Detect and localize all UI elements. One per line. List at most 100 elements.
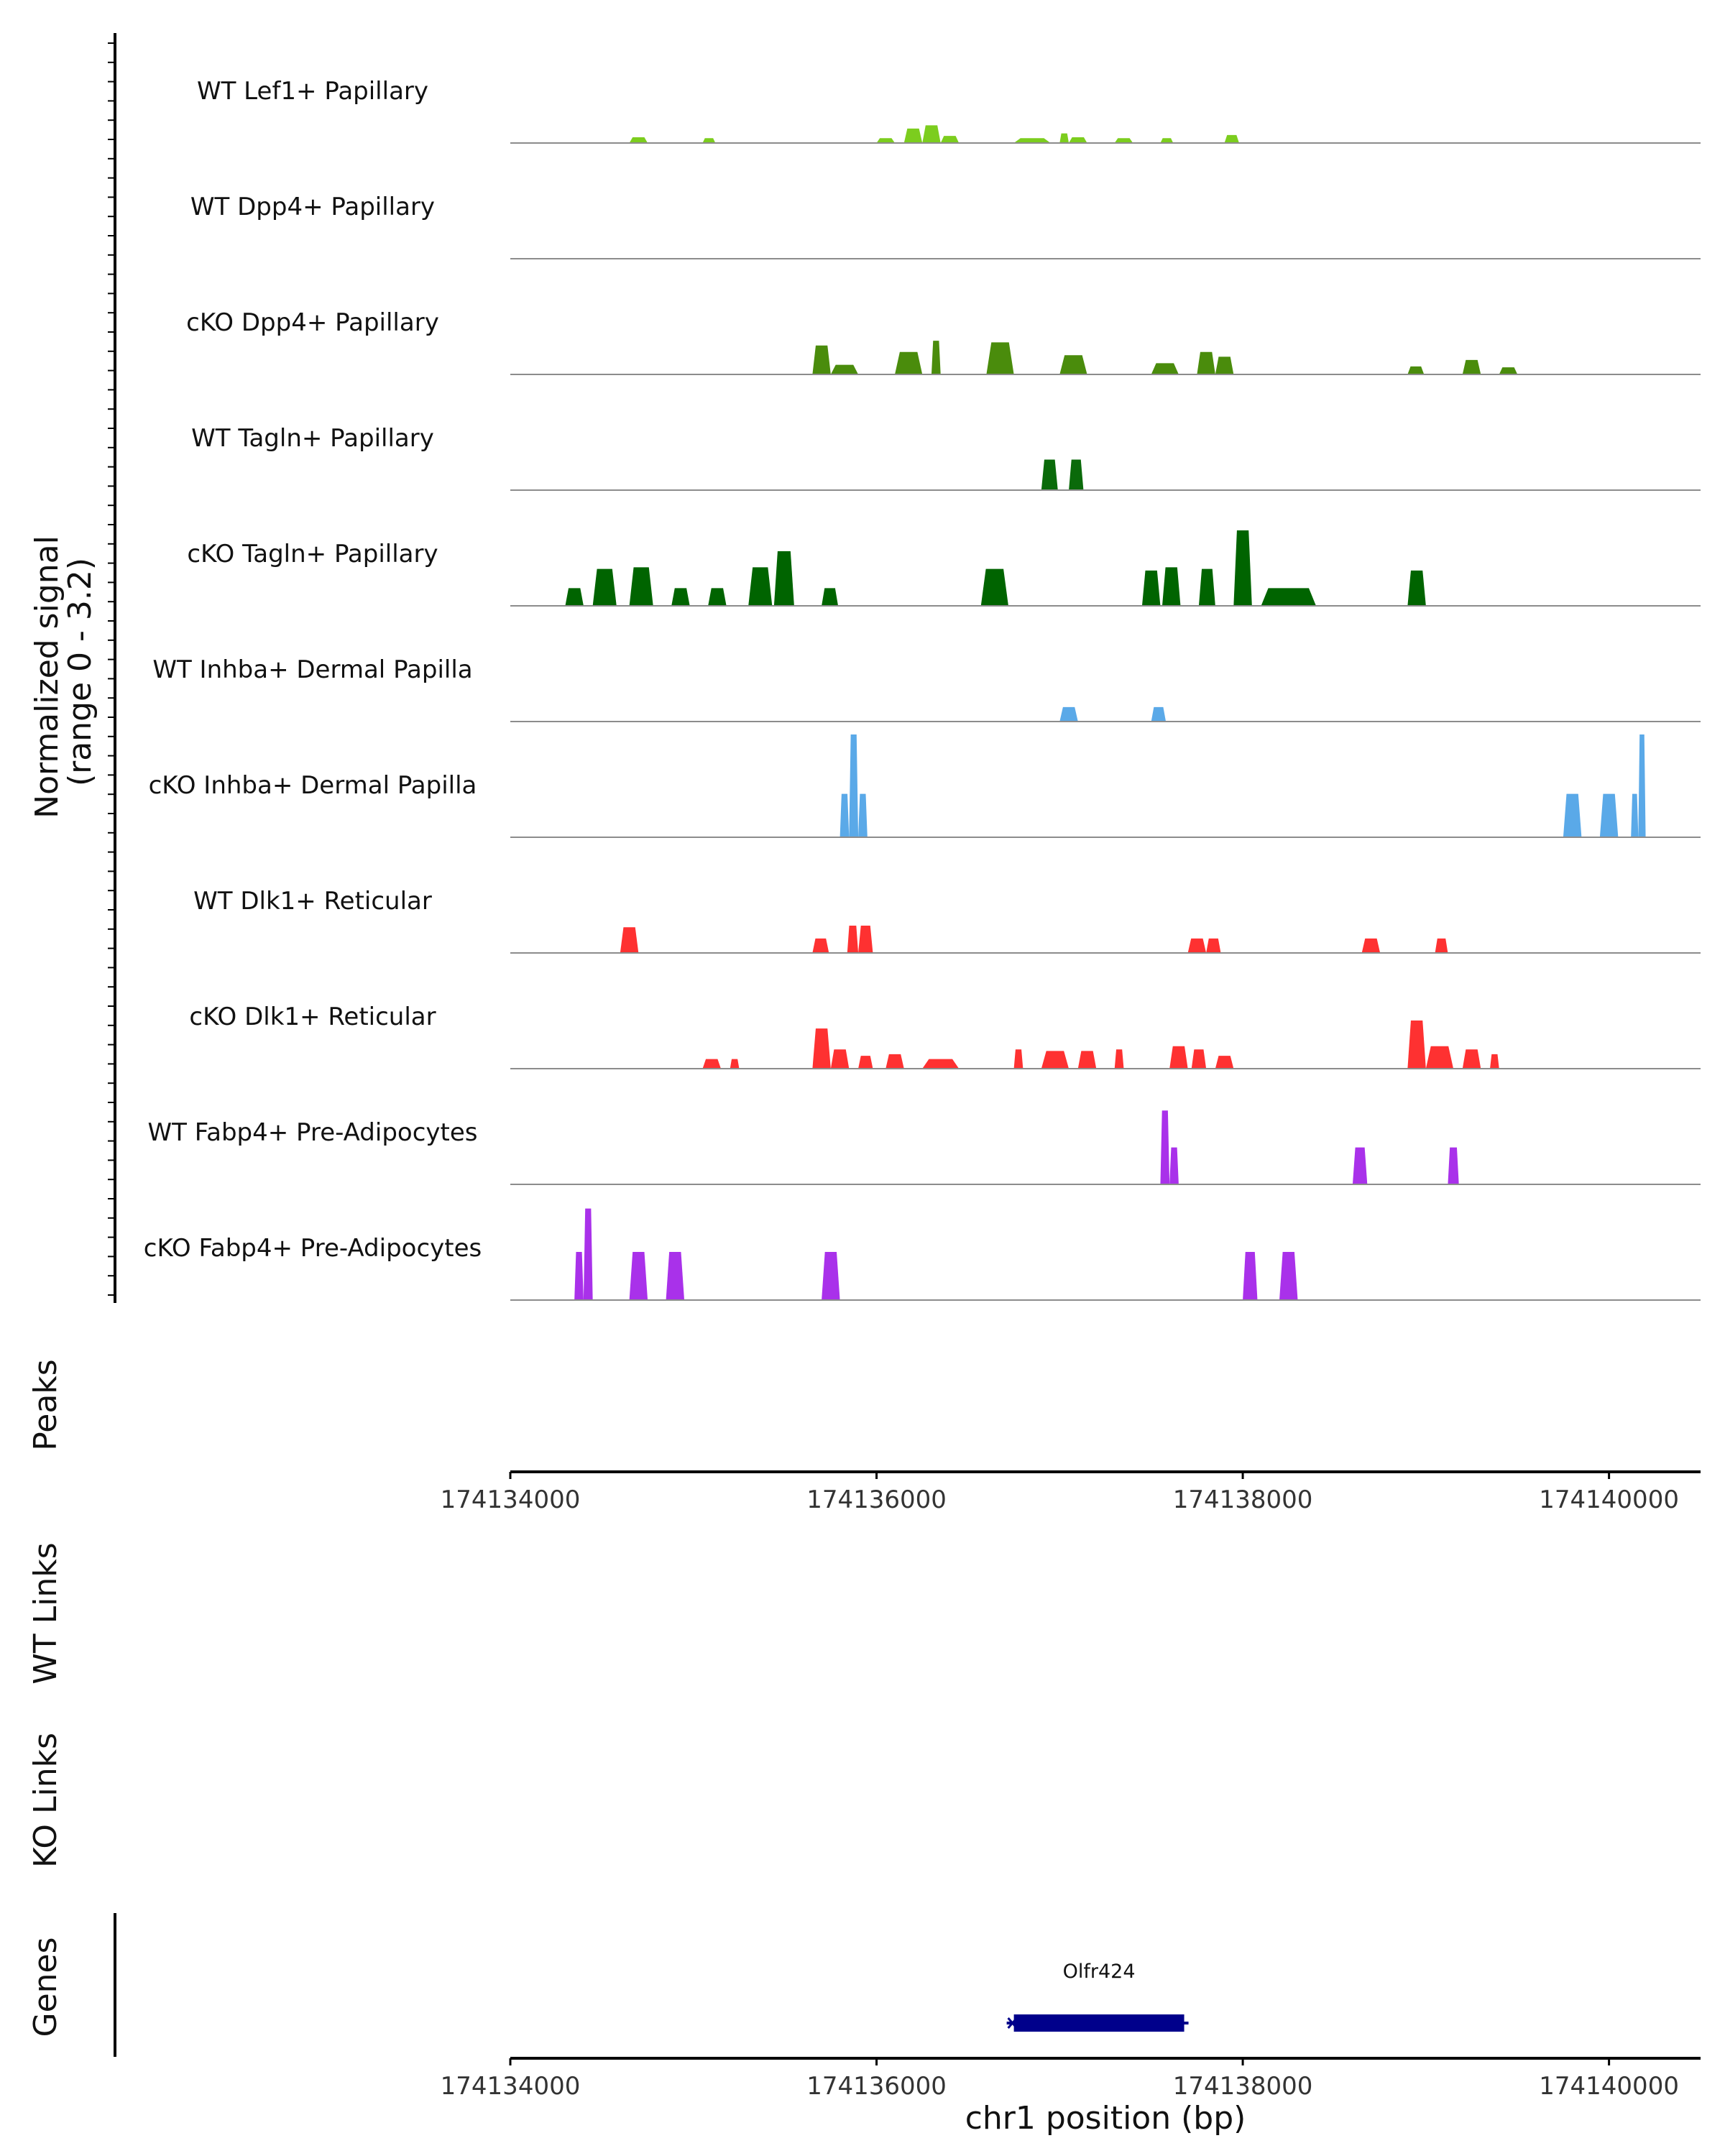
coverage-peak	[1160, 138, 1174, 143]
coverage-peak	[1151, 363, 1179, 374]
genes-x-tick-label: 174136000	[806, 2072, 947, 2101]
track-label: WT Dpp4+ Papillary	[190, 193, 435, 221]
coverage-peak	[583, 1208, 593, 1300]
y-axis-title-line-2: (range 0 - 3.2)	[62, 558, 98, 786]
track-label: cKO Dpp4+ Papillary	[186, 308, 439, 337]
coverage-peak	[922, 125, 941, 143]
panel-label-ko-links: KO Links	[27, 1733, 64, 1868]
coverage-peak	[1114, 138, 1133, 143]
coverage-peak	[940, 136, 960, 143]
y-axis-title: Normalized signal (range 0 - 3.2)	[29, 525, 98, 819]
coverage-peak	[1233, 530, 1252, 606]
coverage-peak	[931, 341, 941, 374]
coverage-tracks: WT Lef1+ Papillary WT Dpp4+ Papillary cKO …	[144, 77, 1701, 1301]
track-cko-dlk1-reticular: cKO Dlk1+ Reticular	[189, 1003, 1701, 1069]
track-wt-dlk1-reticular: WT Dlk1+ Reticular	[193, 887, 1701, 954]
panel-label-wt-links: WT Links	[27, 1542, 64, 1684]
gene-olfr424: Olfr424	[1006, 1961, 1189, 2032]
track-label: cKO Tagln+ Papillary	[187, 540, 438, 568]
track-wt-inhba-dermal-papilla: WT Inhba+ Dermal Papilla	[152, 655, 1701, 722]
coverage-peak	[830, 1049, 850, 1069]
coverage-peak	[1059, 706, 1078, 722]
coverage-peak	[620, 927, 639, 953]
coverage-peak	[858, 793, 868, 837]
coverage-peak	[1215, 356, 1234, 374]
peaks-x-tick-label: 174140000	[1539, 1485, 1679, 1514]
coverage-peak	[1151, 706, 1167, 722]
coverage-peak	[1114, 1049, 1124, 1069]
coverage-peak	[1448, 1147, 1459, 1184]
x-axis-title: chr1 position (bp)	[965, 2100, 1246, 2137]
coverage-peak	[1191, 1049, 1207, 1069]
peaks-x-tick-label: 174138000	[1173, 1485, 1313, 1514]
coverage-peak	[1187, 938, 1207, 953]
coverage-peak	[1243, 1251, 1258, 1300]
coverage-peak	[1462, 1049, 1481, 1069]
coverage-peak	[1198, 568, 1215, 606]
coverage-peak	[708, 588, 727, 606]
coverage-peak	[1407, 1020, 1426, 1069]
panel-label-genes: Genes	[27, 1937, 64, 2037]
coverage-peak	[822, 1251, 840, 1300]
track-label: cKO Inhba+ Dermal Papilla	[149, 771, 477, 800]
track-cko-fabp4-pre-adipocytes: cKO Fabp4+ Pre-Adipocytes	[144, 1208, 1701, 1301]
coverage-peak	[1059, 355, 1087, 374]
track-cko-dpp4-papillary: cKO Dpp4+ Papillary	[186, 308, 1701, 375]
coverage-peak	[629, 137, 648, 143]
coverage-peak	[1279, 1251, 1298, 1300]
coverage-peak	[1499, 367, 1518, 374]
signal-y-axis	[108, 33, 116, 1303]
coverage-peak	[702, 138, 716, 143]
track-label: WT Inhba+ Dermal Papilla	[152, 655, 472, 684]
coverage-peak	[922, 1059, 960, 1069]
coverage-peak	[812, 938, 829, 953]
coverage-peak	[730, 1059, 740, 1069]
peaks-x-tick-label: 174136000	[806, 1485, 947, 1514]
genes-panel: Genes Olfr424 174134000 174136000 174138000 1…	[27, 1913, 1701, 2101]
coverage-peak	[840, 793, 850, 837]
genes-x-tick-label: 174138000	[1173, 2072, 1313, 2101]
coverage-peak	[1638, 734, 1646, 837]
coverage-peak	[1077, 1051, 1097, 1069]
coverage-peak	[822, 588, 839, 606]
coverage-peak	[1361, 938, 1381, 953]
coverage-peak	[1169, 1046, 1188, 1069]
coverage-peak	[1013, 138, 1051, 143]
track-wt-fabp4-pre-adipocytes: WT Fabp4+ Pre-Adipocytes	[148, 1110, 1701, 1185]
track-wt-tagln-papillary: WT Tagln+ Papillary	[191, 424, 1701, 491]
coverage-peak	[666, 1251, 685, 1300]
coverage-peak	[702, 1059, 721, 1069]
track-label: cKO Fabp4+ Pre-Adipocytes	[144, 1234, 482, 1263]
panel-label-peaks: Peaks	[27, 1359, 64, 1450]
gene-strand-icon	[1007, 2017, 1018, 2029]
coverage-peak	[1490, 1054, 1499, 1069]
track-label: WT Lef1+ Papillary	[197, 77, 428, 106]
coverage-peak	[812, 345, 831, 374]
track-label: WT Fabp4+ Pre-Adipocytes	[148, 1118, 478, 1147]
coverage-peak	[858, 926, 873, 953]
coverage-peak	[1224, 134, 1239, 143]
coverage-peak	[858, 1056, 873, 1069]
coverage-peak	[847, 926, 859, 953]
coverage-peak	[1197, 351, 1215, 374]
coverage-peak	[1141, 570, 1161, 606]
coverage-peak	[903, 128, 923, 143]
coverage-peak	[986, 342, 1014, 374]
coverage-peak	[1352, 1147, 1368, 1184]
genes-x-tick-label: 174140000	[1539, 2072, 1679, 2101]
track-label: WT Dlk1+ Reticular	[193, 887, 432, 916]
coverage-peak	[1599, 793, 1619, 837]
links-panels: WT Links KO Links	[27, 1542, 64, 1868]
track-label: WT Tagln+ Papillary	[191, 424, 434, 453]
coverage-peak	[1462, 359, 1481, 374]
coverage-peak	[1215, 1056, 1234, 1069]
coverage-peak	[812, 1028, 831, 1069]
coverage-peak	[1041, 459, 1058, 490]
coverage-peak	[1162, 567, 1181, 606]
coverage-peak	[1160, 1110, 1170, 1184]
coverage-peak	[886, 1054, 904, 1069]
coverage-peak	[1069, 459, 1084, 490]
track-cko-tagln-papillary: cKO Tagln+ Papillary	[187, 530, 1701, 607]
coverage-peak	[1425, 1046, 1454, 1069]
